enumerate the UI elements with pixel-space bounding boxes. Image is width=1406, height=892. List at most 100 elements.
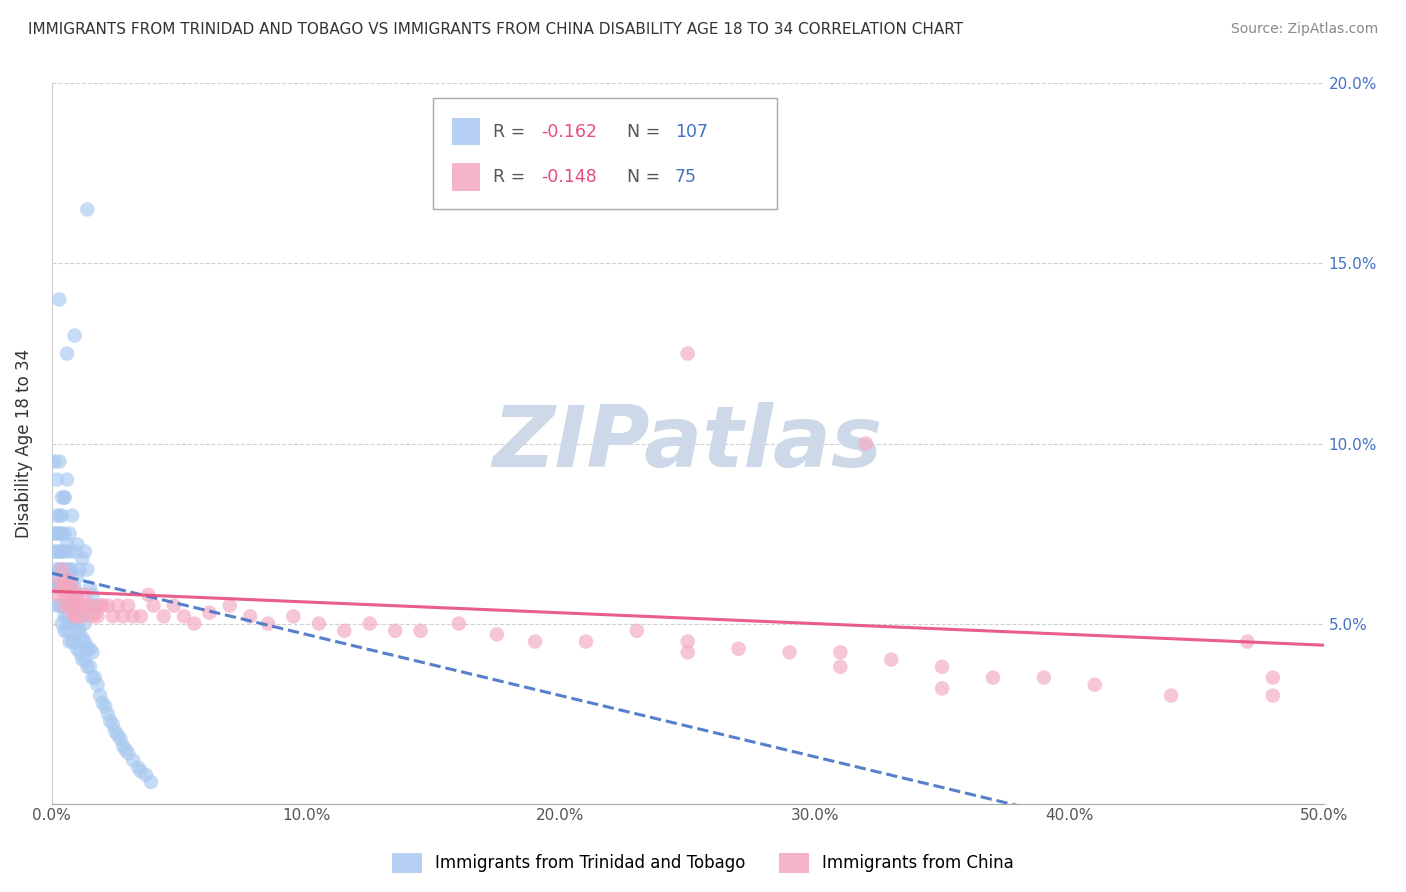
Point (257, 616, 280, 631)
Text: R =: R = (494, 168, 531, 186)
Point (73, 634, 96, 648)
Text: Source: ZipAtlas.com: Source: ZipAtlas.com (1230, 22, 1378, 37)
Point (51, 544, 73, 558)
Point (135, 768, 157, 782)
Point (72, 631, 94, 645)
Point (676, 346, 699, 360)
Point (60, 588, 83, 602)
Point (60, 634, 83, 648)
Point (880, 652, 903, 666)
Point (333, 624, 356, 638)
Point (60, 581, 83, 595)
Point (58, 563, 80, 577)
Point (485, 627, 508, 641)
Point (79, 581, 101, 595)
Text: R =: R = (494, 123, 531, 141)
Point (63, 544, 86, 558)
Point (218, 599, 240, 613)
Point (1084, 678, 1107, 692)
Point (53, 609, 76, 624)
Point (60, 616, 83, 631)
Point (45, 508, 67, 523)
Point (107, 728, 129, 742)
Point (56, 473, 79, 487)
Point (66, 609, 89, 624)
Point (447, 616, 470, 631)
Point (51, 581, 73, 595)
Point (66, 588, 89, 602)
Point (82, 645, 104, 659)
Point (91, 696, 114, 710)
Point (76, 202, 98, 217)
Text: N =: N = (627, 123, 665, 141)
Text: 107: 107 (675, 123, 709, 141)
Point (56, 599, 79, 613)
Point (69, 645, 91, 659)
Point (45, 599, 67, 613)
Point (779, 645, 801, 659)
Point (60, 508, 83, 523)
Point (56, 581, 79, 595)
Point (58, 616, 80, 631)
Point (72, 609, 94, 624)
Y-axis label: Disability Age 18 to 34: Disability Age 18 to 34 (15, 349, 32, 538)
Point (51, 508, 73, 523)
Point (48, 526, 70, 541)
Point (830, 645, 852, 659)
Point (117, 746, 139, 760)
Point (56, 537, 79, 551)
Point (51, 581, 73, 595)
Point (101, 717, 124, 731)
Point (44, 574, 66, 588)
Point (66, 624, 89, 638)
Point (129, 764, 152, 779)
Point (91, 599, 114, 613)
Point (931, 660, 953, 674)
Point (56, 624, 79, 638)
Point (48, 599, 70, 613)
Point (129, 609, 152, 624)
Point (73, 616, 96, 631)
Point (110, 731, 132, 746)
Point (66, 606, 89, 620)
Point (53, 491, 76, 505)
Point (63, 588, 86, 602)
Point (63, 599, 86, 613)
Point (111, 739, 134, 753)
Point (63, 581, 86, 595)
Point (104, 724, 127, 739)
FancyBboxPatch shape (453, 163, 481, 191)
Point (56, 609, 79, 624)
Point (981, 671, 1004, 685)
Point (69, 624, 91, 638)
Point (82, 671, 104, 685)
Point (384, 624, 406, 638)
Point (1261, 689, 1284, 703)
Point (53, 544, 76, 558)
Point (63, 634, 86, 648)
Point (72, 551, 94, 566)
Point (63, 599, 86, 613)
FancyBboxPatch shape (433, 98, 776, 210)
Point (173, 609, 195, 624)
Point (53, 588, 76, 602)
Point (79, 641, 101, 656)
Point (63, 616, 86, 631)
Point (48, 508, 70, 523)
Point (51, 563, 73, 577)
Point (855, 436, 877, 450)
Point (931, 681, 953, 696)
Point (58, 599, 80, 613)
Point (53, 491, 76, 505)
Point (76, 563, 98, 577)
Text: N =: N = (627, 168, 665, 186)
Point (48, 544, 70, 558)
Point (308, 616, 330, 631)
Point (575, 634, 598, 648)
Point (72, 609, 94, 624)
Point (53, 599, 76, 613)
Point (114, 742, 136, 756)
Point (53, 581, 76, 595)
Point (58, 526, 80, 541)
Text: -0.148: -0.148 (541, 168, 598, 186)
